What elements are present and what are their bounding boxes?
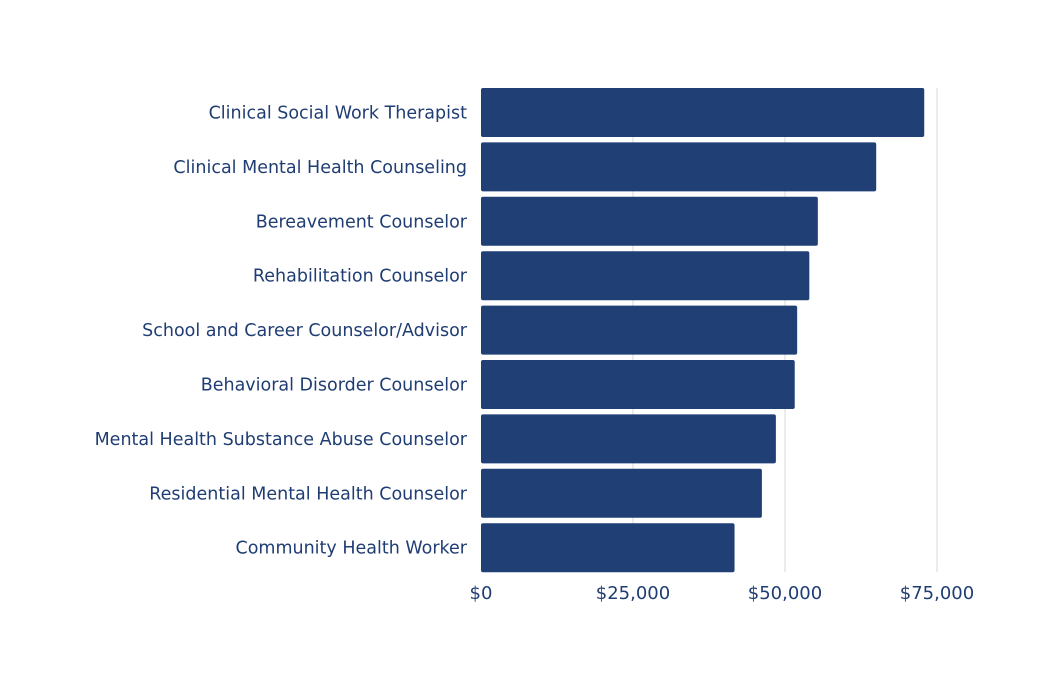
x-axis-tick-labels: $0 $25,000 $50,000 $75,000 xyxy=(470,583,975,604)
bar xyxy=(481,360,795,409)
x-tick-label: $50,000 xyxy=(748,583,822,604)
category-label: Clinical Mental Health Counseling xyxy=(173,158,467,178)
category-labels: Clinical Social Work Therapist Clinical M… xyxy=(95,104,468,559)
bar xyxy=(481,88,925,137)
bar xyxy=(481,305,798,355)
category-label: Rehabilitation Counselor xyxy=(253,267,468,287)
x-tick-label: $25,000 xyxy=(596,583,670,604)
bar xyxy=(481,468,762,518)
bar xyxy=(481,414,776,464)
category-label: Residential Mental Health Counselor xyxy=(149,484,468,504)
bar xyxy=(481,251,810,301)
category-label: Bereavement Counselor xyxy=(256,212,468,232)
bar xyxy=(481,523,735,573)
bar xyxy=(481,196,818,246)
bar xyxy=(481,142,877,192)
x-tick-label: $0 xyxy=(470,583,493,604)
category-label: Clinical Social Work Therapist xyxy=(209,104,468,124)
bars xyxy=(481,88,925,573)
category-label: Community Health Worker xyxy=(235,539,467,559)
category-label: School and Career Counselor/Advisor xyxy=(142,321,468,341)
category-label: Mental Health Substance Abuse Counselor xyxy=(95,430,468,450)
category-label: Behavioral Disorder Counselor xyxy=(201,376,468,396)
x-tick-label: $75,000 xyxy=(900,583,974,604)
